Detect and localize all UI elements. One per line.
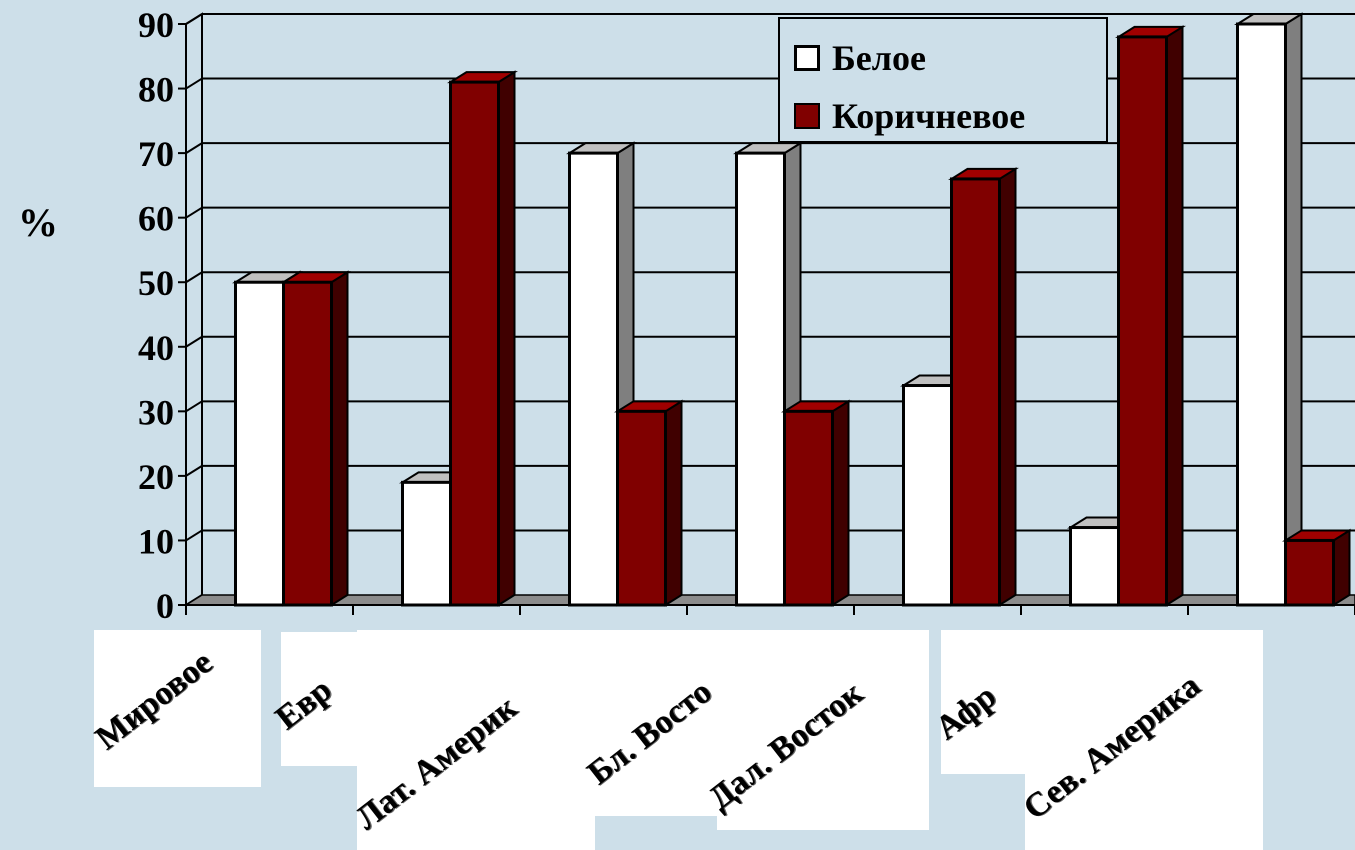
bar-side — [831, 399, 850, 607]
side-wall — [185, 12, 203, 607]
category-card — [1025, 630, 1263, 850]
bars — [232, 12, 1353, 607]
gridline-diagonal — [185, 529, 203, 542]
bar-white — [234, 280, 285, 607]
category-card — [595, 630, 717, 816]
gridline-diagonal — [185, 335, 203, 348]
category-card — [281, 632, 359, 766]
category-card — [717, 630, 929, 830]
y-tick-label: 0 — [156, 586, 174, 626]
legend-item-white: Белое — [794, 37, 926, 79]
gridline-diagonal — [185, 142, 203, 154]
gridline-diagonal — [185, 13, 203, 25]
bar-side — [664, 399, 683, 607]
bar-white — [401, 480, 452, 607]
gridline-diagonal — [185, 77, 203, 90]
y-tick-label: 60 — [138, 199, 174, 239]
y-tick-label: 20 — [138, 457, 174, 497]
legend-swatch-white — [794, 45, 820, 71]
y-tick-label: 10 — [138, 521, 174, 561]
category-card — [357, 630, 595, 850]
legend-swatch-brown — [794, 103, 820, 129]
y-tick-label: 50 — [138, 263, 174, 303]
bar-side — [998, 167, 1017, 607]
y-tick-label: 40 — [138, 328, 174, 368]
category-card — [941, 630, 1025, 774]
y-axis-label: % — [18, 200, 58, 245]
bar-white — [1236, 22, 1287, 607]
bar-brown — [449, 80, 500, 607]
bar-brown — [616, 409, 667, 607]
bar-white — [735, 151, 786, 607]
bar-side — [497, 70, 516, 607]
y-tick-label: 90 — [138, 5, 174, 45]
legend: Белое Коричневое — [778, 17, 1108, 143]
bar-white — [1069, 526, 1120, 607]
y-tick-label: 80 — [138, 70, 174, 110]
bar-side — [330, 270, 349, 607]
category-card — [94, 630, 261, 787]
bar-brown — [783, 409, 834, 607]
gridline-diagonal — [185, 465, 203, 477]
bar-brown — [282, 280, 333, 607]
bar-white — [568, 151, 619, 607]
bar-side — [1165, 25, 1184, 607]
legend-item-brown: Коричневое — [794, 95, 1025, 137]
gridline-diagonal — [185, 206, 203, 219]
bar-white — [902, 384, 953, 607]
bar-brown — [1284, 538, 1335, 607]
gridline-diagonal — [185, 271, 203, 284]
legend-label-brown: Коричневое — [832, 96, 1026, 136]
bar-side — [1284, 12, 1303, 607]
gridline-diagonal — [185, 400, 203, 413]
bar-brown — [1117, 35, 1168, 607]
legend-label-white: Белое — [832, 38, 926, 78]
bar-brown — [950, 177, 1001, 607]
y-tick-label: 70 — [138, 134, 174, 174]
bar-side — [1332, 528, 1351, 607]
y-tick-label: 30 — [138, 392, 174, 432]
